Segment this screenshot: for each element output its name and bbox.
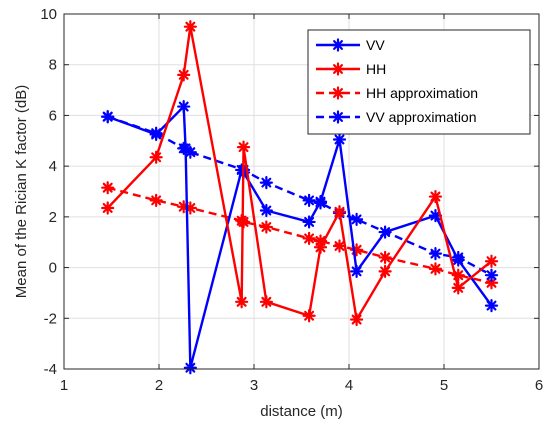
y-tick-label: 8 bbox=[49, 57, 57, 74]
legend-label: VV approximation bbox=[366, 109, 477, 125]
data-point bbox=[101, 181, 115, 195]
data-point bbox=[302, 215, 316, 229]
legend-entry: VV bbox=[316, 37, 385, 53]
axes-box bbox=[63, 13, 540, 370]
data-point bbox=[302, 231, 316, 246]
x-axis-label: distance (m) bbox=[260, 403, 343, 420]
data-point bbox=[101, 110, 115, 124]
legend-entry: HH bbox=[316, 61, 386, 77]
series-layer bbox=[101, 20, 499, 375]
data-point bbox=[149, 150, 163, 164]
data-point bbox=[236, 140, 251, 154]
x-tick-label: 3 bbox=[250, 377, 258, 394]
x-tick-label: 4 bbox=[345, 377, 353, 394]
data-point bbox=[179, 141, 193, 155]
data-point bbox=[378, 250, 392, 265]
data-point bbox=[331, 110, 345, 124]
data-point bbox=[350, 264, 364, 278]
y-tick-label: 4 bbox=[49, 158, 57, 175]
data-point bbox=[331, 38, 345, 52]
legend: VV HH HH approximation VV approximation bbox=[307, 29, 531, 135]
data-point bbox=[350, 212, 364, 226]
y-tick-label: -2 bbox=[44, 310, 57, 327]
data-point bbox=[183, 361, 197, 375]
x-tick-label: 2 bbox=[155, 377, 163, 394]
data-point bbox=[331, 62, 345, 76]
data-point bbox=[484, 268, 499, 282]
data-point bbox=[235, 295, 249, 309]
y-tick-label: 6 bbox=[49, 107, 57, 124]
x-tick-label: 1 bbox=[60, 377, 68, 394]
data-point bbox=[428, 247, 443, 261]
data-point bbox=[484, 254, 499, 268]
data-point bbox=[451, 253, 465, 267]
series-line bbox=[107, 105, 493, 369]
y-tick-label: 10 bbox=[40, 6, 57, 23]
data-point bbox=[332, 132, 347, 147]
data-point bbox=[177, 99, 191, 114]
data-point bbox=[177, 68, 191, 82]
y-axis-label: Mean of the Rician K factor (dB) bbox=[13, 85, 30, 298]
data-point bbox=[378, 225, 392, 239]
legend-entry: HH approximation bbox=[316, 85, 478, 101]
legend-label: HH bbox=[366, 61, 386, 77]
legend-entry: VV approximation bbox=[316, 109, 477, 125]
data-point bbox=[451, 281, 465, 295]
data-point bbox=[259, 176, 273, 190]
legend-label: HH approximation bbox=[366, 85, 478, 101]
x-tick-label: 5 bbox=[440, 377, 448, 394]
y-tick-label: 2 bbox=[49, 209, 57, 226]
x-tick-label: 6 bbox=[535, 377, 543, 394]
ticks: 1 2 3 4 5 6 -4 -2 0 2 4 6 8 10 bbox=[40, 6, 543, 394]
series-vv bbox=[101, 99, 499, 375]
data-point bbox=[302, 193, 316, 207]
data-point bbox=[332, 205, 347, 219]
y-tick-label: -4 bbox=[44, 361, 57, 378]
data-point bbox=[428, 189, 443, 204]
data-point bbox=[101, 201, 115, 215]
data-point bbox=[302, 309, 316, 323]
y-tick-label: 0 bbox=[49, 260, 57, 277]
series-hh bbox=[101, 20, 499, 327]
data-point bbox=[378, 264, 392, 278]
data-point bbox=[259, 295, 273, 309]
data-point bbox=[259, 220, 273, 234]
data-point bbox=[313, 240, 328, 254]
legend-label: VV bbox=[366, 37, 385, 53]
data-point bbox=[149, 127, 163, 142]
data-point bbox=[331, 86, 345, 100]
data-point bbox=[350, 312, 364, 327]
data-point bbox=[259, 203, 273, 218]
data-point bbox=[484, 299, 499, 313]
data-point bbox=[149, 193, 163, 207]
data-point bbox=[313, 195, 328, 209]
data-point bbox=[332, 239, 347, 253]
data-point bbox=[183, 20, 197, 34]
data-point bbox=[428, 262, 443, 276]
